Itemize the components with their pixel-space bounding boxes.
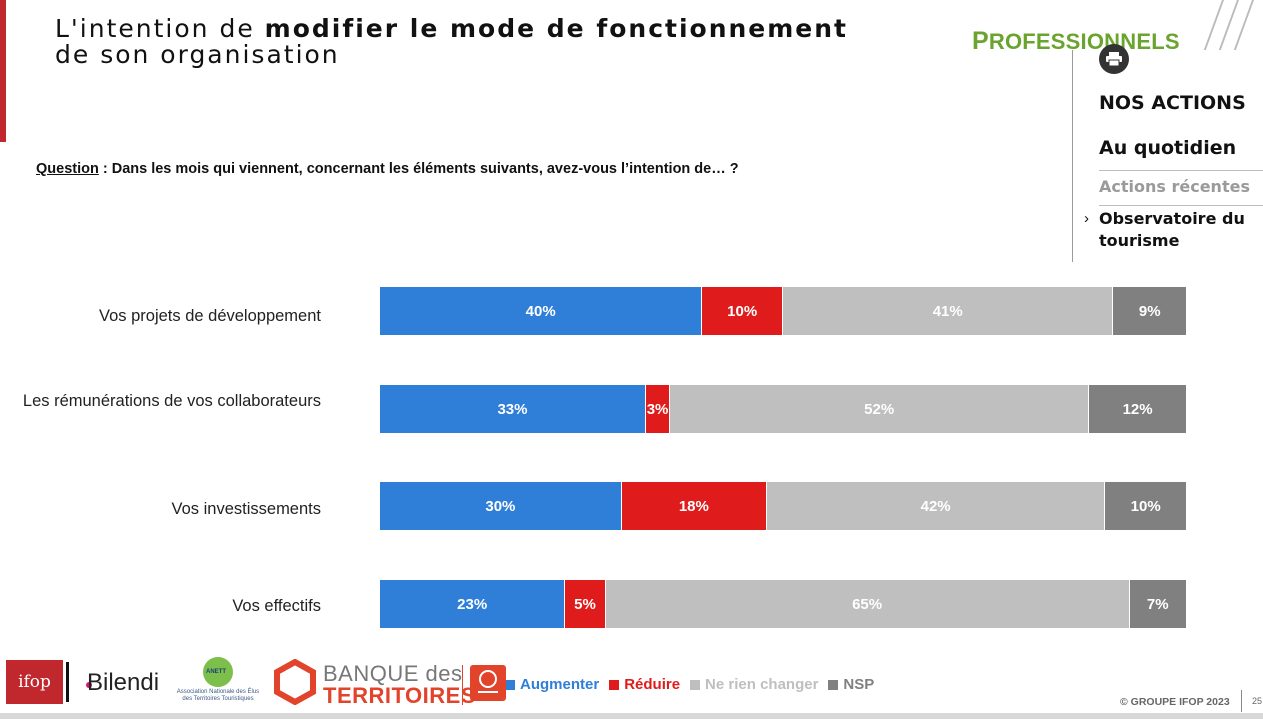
sidebar-item-actions-recentes[interactable]: Actions récentes [1099, 177, 1250, 196]
category-label: Les rémunérations de vos collaborateurs [22, 392, 321, 410]
accent-bar [0, 0, 6, 142]
legend-item: Augmenter [505, 676, 599, 693]
data-label: 40% [525, 302, 556, 320]
bar-segment-réduire: 5% [565, 580, 606, 628]
divider [462, 665, 463, 705]
bar-segment-nsp: 12% [1089, 385, 1186, 433]
banque-des-territoires-logo: BANQUE des TERRITOIRES [323, 661, 477, 708]
data-label: 5% [574, 595, 596, 613]
bar-segment-augmenter: 33% [380, 385, 646, 433]
chart-legend: Augmenter Réduire Ne rien changer NSP [505, 676, 874, 693]
bar-row: 23% 5% 65% 7% [380, 580, 1186, 628]
bilendi-dot-icon [86, 682, 92, 688]
bar-segment-réduire: 10% [702, 287, 783, 335]
bar-segment-augmenter: 30% [380, 482, 622, 530]
data-label: 33% [497, 400, 528, 418]
question-label: Question [36, 161, 99, 177]
section-header: PROFESSIONNELS [972, 27, 1180, 55]
data-label: 10% [727, 302, 758, 320]
legend-label: NSP [843, 676, 875, 693]
category-label: Vos effectifs [232, 597, 321, 615]
legend-swatch [690, 679, 701, 690]
legend-swatch [828, 679, 839, 690]
data-label: 30% [485, 497, 516, 515]
legend-label: Ne rien changer [705, 676, 819, 693]
anett-emblem-icon: ANETT [203, 657, 233, 687]
sidebar-item-nos-actions[interactable]: NOS ACTIONS [1099, 92, 1246, 114]
bar-segment-réduire: 18% [621, 482, 767, 530]
data-label: 65% [852, 595, 883, 613]
bar-row: 30% 18% 42% 10% [380, 482, 1186, 530]
bar-row: 33% 3% 52% 12% [380, 385, 1186, 433]
bar-segment-réduire: 3% [645, 385, 671, 433]
data-label: 9% [1138, 302, 1161, 320]
bar-segment-augmenter: 23% [380, 580, 566, 628]
divider [66, 662, 69, 702]
legend-item: NSP [828, 676, 874, 693]
divider [1099, 170, 1263, 171]
legend-label: Réduire [624, 676, 681, 693]
banque-hexagon-icon [274, 659, 316, 705]
bottom-strip [0, 713, 1263, 719]
bar-segment-ne-rien-changer: 41% [782, 287, 1114, 335]
ifop-logo: ifop [6, 660, 63, 704]
bar-segment-augmenter: 40% [380, 287, 703, 335]
legend-swatch [505, 679, 515, 690]
data-label: 7% [1146, 595, 1169, 613]
question-text: Question : Dans les mois qui viennent, c… [36, 161, 739, 177]
divider [1099, 205, 1263, 206]
bar-segment-ne-rien-changer: 52% [670, 385, 1090, 433]
bilendi-logo: Bilendi [87, 669, 160, 696]
sidebar-nav: NOS ACTIONS Au quotidien Actions récente… [1072, 44, 1263, 262]
sidebar-item-observatoire[interactable]: Observatoire du tourisme [1099, 209, 1245, 250]
chevron-right-icon: › [1084, 210, 1089, 227]
category-label: Vos investissements [171, 500, 321, 518]
bar-segment-ne-rien-changer: 42% [766, 482, 1106, 530]
copyright: © GROUPE IFOP 2023 [1120, 696, 1230, 708]
bar-segment-nsp: 9% [1113, 287, 1186, 335]
data-label: 42% [920, 497, 951, 515]
legend-item: Ne rien changer [690, 676, 818, 693]
data-label: 23% [457, 595, 488, 613]
category-label: Vos projets de développement [99, 307, 321, 325]
page-title: L'intention de modifier le mode de fonct… [55, 14, 849, 69]
legend-label: Augmenter [520, 676, 600, 693]
legend-swatch [609, 679, 620, 690]
partner-logos: ifop Bilendi ANETT Association Nationale… [0, 655, 506, 711]
data-label: 3% [646, 400, 669, 418]
bar-row: 40% 10% 41% 9% [380, 287, 1186, 335]
divider [1241, 690, 1242, 712]
bar-segment-nsp: 10% [1105, 482, 1186, 530]
anett-logo: ANETT Association Nationale des Élus des… [173, 657, 263, 711]
data-label: 52% [864, 400, 895, 418]
bar-segment-ne-rien-changer: 65% [605, 580, 1130, 628]
printer-icon[interactable] [1099, 44, 1129, 74]
data-label: 41% [932, 302, 963, 320]
data-label: 10% [1130, 497, 1161, 515]
data-label: 12% [1122, 400, 1153, 418]
legend-item: Réduire [609, 676, 680, 693]
bar-segment-nsp: 7% [1129, 580, 1186, 628]
page-number: 25 [1252, 696, 1263, 706]
data-label: 18% [678, 497, 709, 515]
caisse-des-depots-logo [470, 665, 506, 701]
sidebar-item-au-quotidien[interactable]: Au quotidien [1099, 137, 1237, 159]
